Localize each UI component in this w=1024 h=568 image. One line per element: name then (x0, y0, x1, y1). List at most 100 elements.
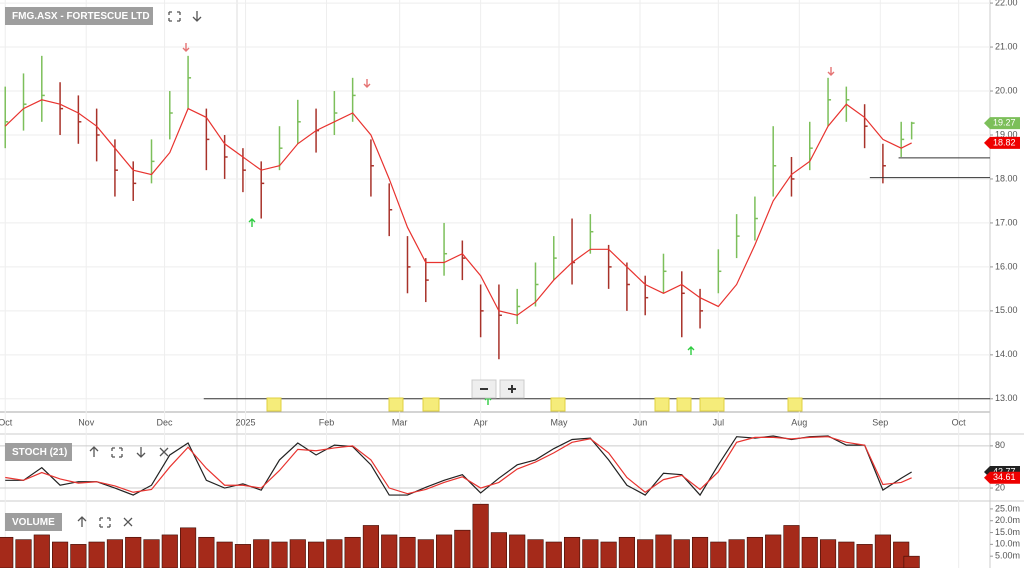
zoom-in-icon (508, 385, 516, 393)
volume-bar (106, 539, 124, 568)
volume-bar (490, 532, 507, 568)
volume-bar (655, 534, 672, 568)
volume-bar (0, 536, 14, 568)
volume-bar (563, 536, 581, 568)
title-badge (5, 7, 153, 25)
volume-bar (600, 541, 617, 568)
volume-bar (253, 539, 270, 568)
fullscreen-icon[interactable] (99, 517, 111, 528)
y-tick-label: 22.00 (995, 0, 1018, 7)
y-tick-label: 16.00 (995, 261, 1018, 271)
x-tick-label: Sep (872, 417, 888, 427)
volume-bar (435, 534, 453, 568)
x-tick-label: Nov (78, 417, 95, 427)
volume-bar (289, 539, 306, 568)
y-tick-label: 80 (995, 440, 1005, 450)
close-icon[interactable] (123, 517, 133, 527)
volume-bar (161, 534, 178, 568)
price-tag (984, 136, 1020, 149)
price-tag-label: 34.61 (993, 472, 1016, 482)
news-markers[interactable] (266, 397, 803, 412)
pivot-up (687, 346, 695, 355)
news-marker[interactable] (699, 397, 725, 412)
title-badge (5, 513, 62, 531)
x-tick-label: 2025 (236, 417, 256, 427)
volume-bar (637, 539, 654, 568)
annotations: FMG.ASX - FORTESCUE LTD STOCH (21) VOLUM… (5, 7, 835, 531)
fullscreen-icon[interactable] (168, 11, 181, 22)
price-tag-label: 42.77 (993, 466, 1016, 476)
x-tick-label: Aug (791, 417, 807, 427)
move-down-icon[interactable] (136, 447, 146, 458)
y-tick-label: 14.00 (995, 349, 1018, 359)
x-tick-label: Jun (633, 417, 648, 427)
move-up-icon[interactable] (77, 516, 87, 527)
volume-bar (874, 534, 891, 568)
volume-bar (381, 534, 398, 568)
volume-bar (618, 536, 635, 568)
volume-bar (856, 544, 873, 568)
price-tag-label: 19.27 (993, 117, 1016, 127)
volume-bar (710, 541, 727, 568)
volume-bar (509, 534, 526, 568)
x-tick-label: Oct (952, 417, 967, 427)
y-tick-label: 10.0m (995, 539, 1020, 549)
volume-bar (307, 541, 325, 568)
news-marker[interactable] (422, 397, 440, 412)
volume-bar (88, 541, 105, 568)
volume-bar (125, 536, 142, 568)
volume-bar (545, 541, 562, 568)
fullscreen-icon[interactable] (111, 447, 123, 458)
x-tick-label: Dec (157, 417, 174, 427)
move-down-icon[interactable] (192, 11, 202, 22)
series-line (5, 436, 912, 495)
series-line (5, 435, 912, 497)
volume-bar (143, 539, 160, 568)
x-tick-label: Feb (319, 417, 335, 427)
panel-title: VOLUME (12, 517, 55, 528)
y-tick-label: 21.00 (995, 41, 1018, 51)
move-up-icon[interactable] (89, 446, 99, 457)
y-tick-label: 19.00 (995, 129, 1018, 139)
volume-bar (783, 525, 800, 568)
pivot-down (182, 43, 190, 52)
volume-bar (746, 536, 763, 568)
volume-bar (52, 541, 69, 568)
y-tick-label: 20.0m (995, 515, 1020, 525)
price-tag (984, 117, 1020, 130)
volume-bar (198, 536, 215, 568)
y-tick-label: 25.0m (995, 503, 1020, 513)
y-tick-label: 13.00 (995, 393, 1018, 403)
volume-bar (582, 539, 599, 568)
y-tick-label: 5.00m (995, 551, 1020, 561)
volume-bar (527, 539, 544, 568)
news-marker[interactable] (654, 397, 670, 412)
news-marker[interactable] (266, 397, 282, 412)
price-tag-label: 18.82 (993, 137, 1016, 147)
x-tick-label: May (550, 417, 568, 427)
volume-bar (472, 503, 489, 568)
chart-title: FMG.ASX - FORTESCUE LTD (12, 11, 150, 22)
news-marker[interactable] (676, 397, 692, 412)
volume-bar (326, 539, 343, 568)
volume-bar (399, 536, 416, 568)
news-marker[interactable] (550, 397, 566, 412)
series-line (4, 99, 912, 316)
y-tick-label: 17.00 (995, 217, 1018, 227)
x-tick-label: Oct (0, 417, 13, 427)
volume-bar (417, 539, 434, 568)
x-tick-label: Mar (392, 417, 408, 427)
news-marker[interactable] (388, 397, 404, 412)
volume-bar (454, 529, 471, 568)
news-marker[interactable] (787, 397, 803, 412)
volume-bar (362, 525, 379, 568)
volume-bar (673, 539, 690, 568)
pivot-down (827, 67, 835, 76)
volume-bar (765, 534, 782, 568)
y-tick-label: 20.00 (995, 85, 1018, 95)
volume-bar (234, 544, 251, 568)
pivot-down (363, 79, 371, 88)
close-icon[interactable] (159, 447, 169, 457)
volume-bar (15, 539, 32, 568)
